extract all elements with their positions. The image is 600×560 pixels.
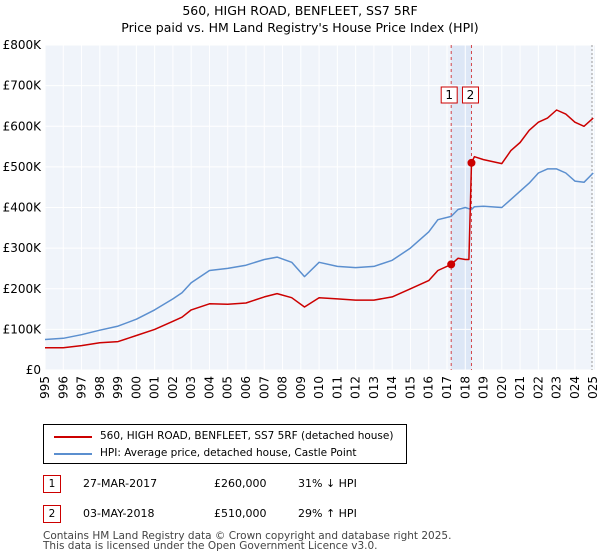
legend: 560, HIGH ROAD, BENFLEET, SS7 5RF (detac…	[43, 424, 407, 464]
y-tick-label: £400K	[3, 201, 43, 215]
x-tick-label: 2021	[513, 376, 527, 400]
x-tick-label: 2018	[458, 376, 472, 400]
footer-line-2: This data is licensed under the Open Gov…	[43, 540, 378, 552]
y-tick-label: £800K	[3, 38, 43, 52]
transaction-number-badge: 1	[43, 475, 61, 493]
event-label: 2	[467, 88, 475, 102]
y-tick-label: £700K	[3, 79, 43, 93]
x-tick-label: 2017	[440, 376, 454, 400]
chart-title: 560, HIGH ROAD, BENFLEET, SS7 5RF Price …	[0, 2, 600, 36]
x-tick-label: 2007	[257, 376, 271, 400]
x-tick-label: 2005	[221, 376, 235, 400]
x-tick-label: 2015	[403, 376, 417, 400]
y-tick-label: £100K	[3, 322, 43, 336]
x-tick-label: 2019	[477, 376, 491, 400]
x-tick-label: 2011	[330, 376, 344, 400]
y-tick-label: £600K	[3, 119, 43, 133]
x-tick-label: 1997	[75, 376, 89, 400]
x-tick-label: 2014	[385, 376, 399, 400]
title-line-1: 560, HIGH ROAD, BENFLEET, SS7 5RF	[182, 3, 418, 18]
legend-swatch-property	[54, 436, 92, 438]
transaction-price: £260,000	[214, 477, 267, 490]
event-label: 1	[445, 88, 453, 102]
property-series-line	[45, 109, 594, 349]
x-tick-label: 2002	[166, 376, 180, 400]
x-tick-label: 1996	[56, 376, 70, 400]
transaction-hpi-delta: 31% ↓ HPI	[298, 477, 357, 490]
y-tick-label: £300K	[3, 241, 43, 255]
x-tick-label: 2010	[312, 376, 326, 400]
transaction-date: 03-MAY-2018	[83, 507, 155, 520]
x-tick-label: 1999	[111, 376, 125, 400]
x-tick-label: 2003	[184, 376, 198, 400]
legend-label-hpi: HPI: Average price, detached house, Cast…	[100, 447, 357, 459]
x-tick-label: 2016	[422, 376, 436, 400]
y-tick-label: £0	[26, 363, 41, 377]
x-tick-label: 2020	[495, 376, 509, 400]
legend-swatch-hpi	[54, 453, 92, 455]
x-tick-label: 2024	[568, 376, 582, 400]
event-label-box	[440, 86, 458, 104]
x-tick-label: 1995	[38, 376, 52, 400]
x-tick-label: 2008	[276, 376, 290, 400]
legend-label-property: 560, HIGH ROAD, BENFLEET, SS7 5RF (detac…	[100, 430, 394, 442]
x-tick-label: 2009	[294, 376, 308, 400]
x-tick-label: 2023	[550, 376, 564, 400]
x-tick-label: 2025	[586, 376, 600, 400]
x-tick-label: 1998	[93, 376, 107, 400]
footer-line-1: Contains HM Land Registry data © Crown c…	[43, 530, 452, 542]
sale-point-marker	[467, 158, 476, 167]
y-tick-label: £500K	[3, 160, 43, 174]
transaction-date: 27-MAR-2017	[83, 477, 158, 490]
x-tick-label: 2022	[531, 376, 545, 400]
x-tick-label: 2004	[202, 376, 216, 400]
transaction-price: £510,000	[214, 507, 267, 520]
footer-attribution: Contains HM Land Registry data © Crown c…	[43, 530, 452, 552]
hpi-series-line	[44, 168, 594, 341]
sale-point-marker	[447, 260, 456, 269]
x-tick-label: 2012	[349, 376, 363, 400]
transaction-hpi-delta: 29% ↑ HPI	[298, 507, 357, 520]
y-tick-label: £200K	[3, 282, 43, 296]
x-tick-label: 2006	[239, 376, 253, 400]
title-line-2: Price paid vs. HM Land Registry's House …	[121, 20, 479, 35]
x-tick-label: 2000	[129, 376, 143, 400]
x-tick-label: 2001	[148, 376, 162, 400]
event-label-box	[461, 86, 479, 104]
transaction-number-badge: 2	[43, 505, 61, 523]
x-tick-label: 2013	[367, 376, 381, 400]
